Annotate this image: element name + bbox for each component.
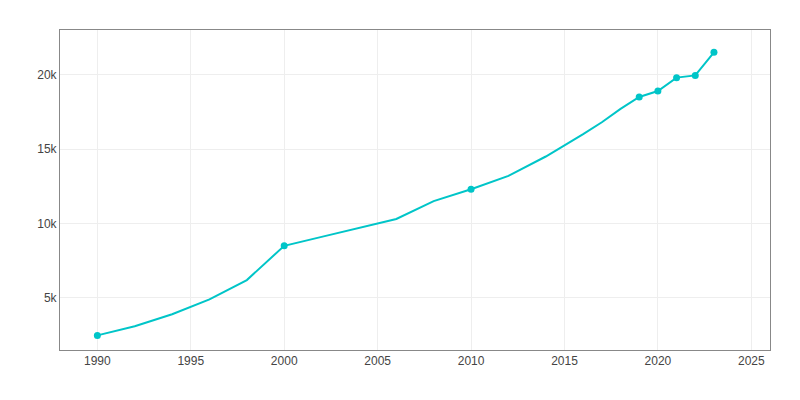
svg-text:20k: 20k <box>37 68 57 82</box>
svg-text:2000: 2000 <box>271 354 298 368</box>
svg-text:2010: 2010 <box>458 354 485 368</box>
svg-text:1990: 1990 <box>84 354 111 368</box>
svg-text:15k: 15k <box>37 142 57 156</box>
svg-text:2015: 2015 <box>551 354 578 368</box>
svg-text:2020: 2020 <box>645 354 672 368</box>
svg-text:2005: 2005 <box>364 354 391 368</box>
svg-text:2025: 2025 <box>738 354 765 368</box>
svg-text:10k: 10k <box>37 217 57 231</box>
svg-text:1995: 1995 <box>177 354 204 368</box>
svg-text:5k: 5k <box>44 291 58 305</box>
